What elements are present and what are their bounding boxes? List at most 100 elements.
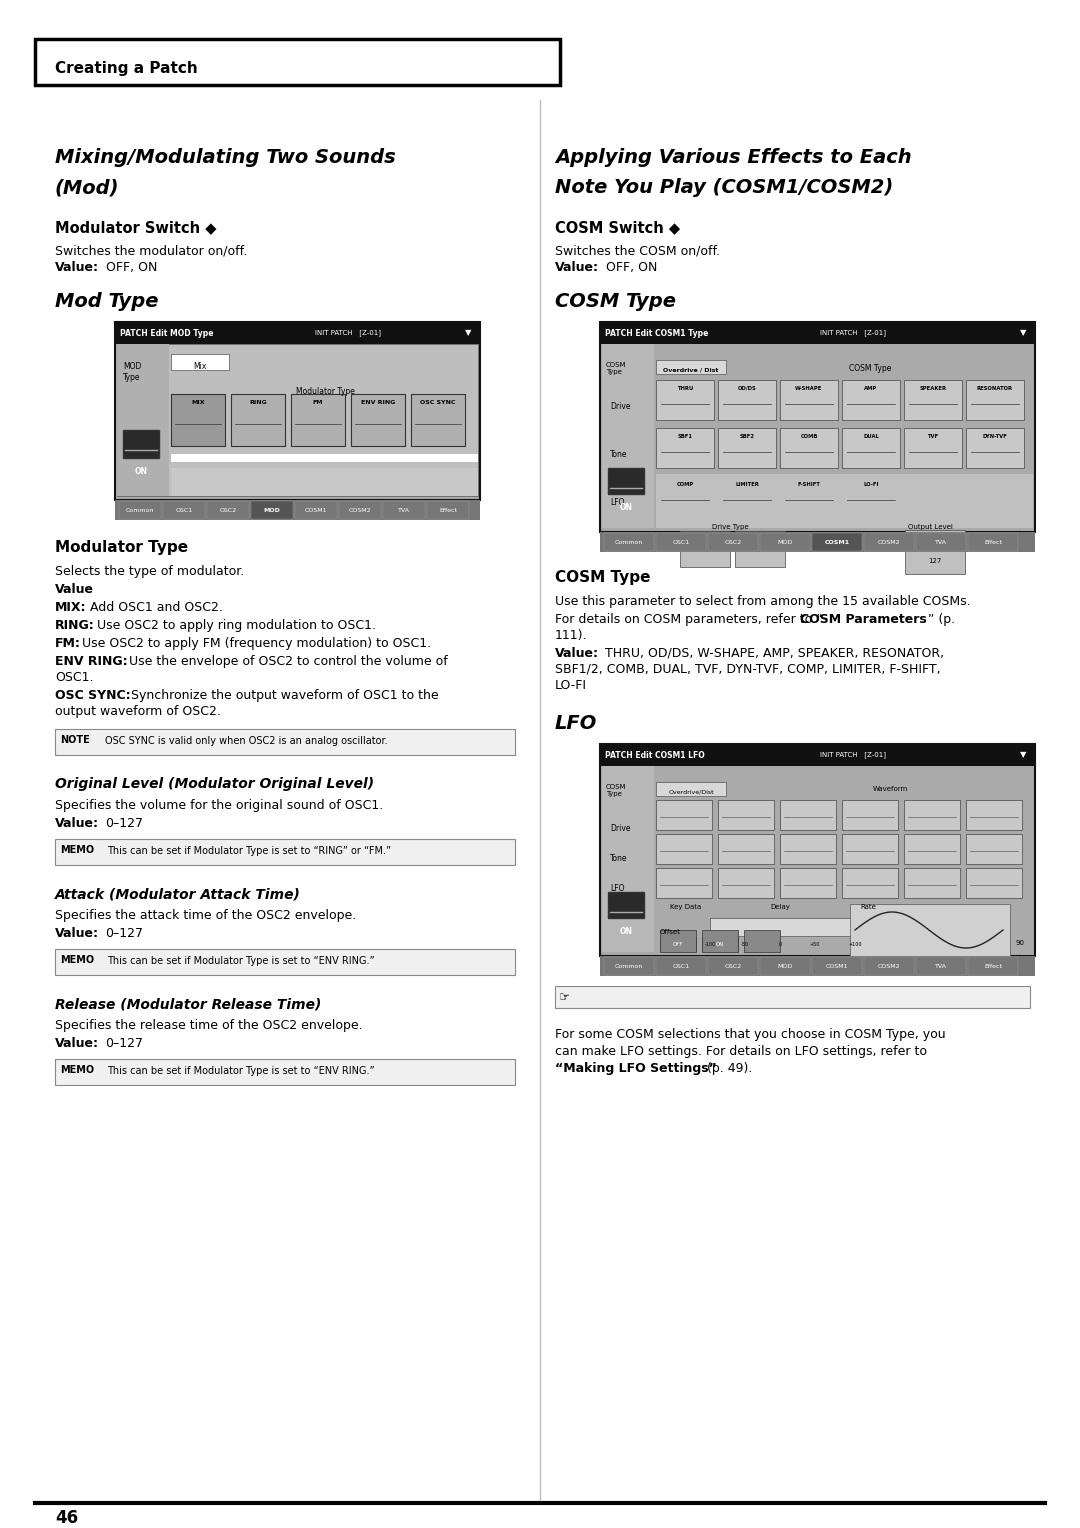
Text: OSC2: OSC2: [725, 964, 742, 969]
FancyBboxPatch shape: [966, 801, 1022, 830]
Text: Specifies the release time of the OSC2 envelope.: Specifies the release time of the OSC2 e…: [55, 1019, 363, 1031]
Text: Effect: Effect: [984, 964, 1002, 969]
Text: Drive Type: Drive Type: [712, 524, 748, 530]
FancyBboxPatch shape: [812, 533, 862, 552]
Text: OD/DS: OD/DS: [738, 387, 756, 391]
FancyBboxPatch shape: [780, 428, 838, 468]
Text: OSC2: OSC2: [219, 507, 237, 512]
FancyBboxPatch shape: [850, 905, 1010, 957]
Text: LFO: LFO: [610, 885, 624, 892]
Text: COMB: COMB: [800, 434, 818, 439]
FancyBboxPatch shape: [718, 428, 777, 468]
Text: DYN-TVF: DYN-TVF: [983, 434, 1008, 439]
Text: COSM1: COSM1: [826, 964, 848, 969]
Text: This can be set if Modulator Type is set to “RING” or “FM.”: This can be set if Modulator Type is set…: [107, 847, 391, 856]
FancyBboxPatch shape: [117, 344, 168, 497]
Text: -50: -50: [741, 941, 750, 947]
Text: THRU: THRU: [677, 387, 693, 391]
Text: MOD: MOD: [778, 539, 793, 544]
FancyBboxPatch shape: [117, 344, 478, 497]
FancyBboxPatch shape: [656, 782, 726, 796]
Text: THRU, OD/DS, W-SHAPE, AMP, SPEAKER, RESONATOR,: THRU, OD/DS, W-SHAPE, AMP, SPEAKER, RESO…: [605, 646, 944, 660]
Text: Common: Common: [615, 539, 644, 544]
Text: (Mod): (Mod): [55, 177, 120, 197]
FancyBboxPatch shape: [842, 477, 900, 516]
Text: COMP: COMP: [676, 481, 693, 487]
FancyBboxPatch shape: [780, 477, 838, 516]
FancyBboxPatch shape: [842, 380, 900, 420]
Text: F-SHIFT: F-SHIFT: [797, 481, 821, 487]
FancyBboxPatch shape: [123, 429, 159, 458]
Text: Key Data: Key Data: [670, 905, 701, 911]
FancyBboxPatch shape: [656, 380, 714, 420]
FancyBboxPatch shape: [55, 1059, 515, 1085]
Text: NOTE: NOTE: [60, 735, 90, 746]
FancyBboxPatch shape: [55, 839, 515, 865]
Text: COSM Type: COSM Type: [555, 292, 676, 312]
Text: RING:: RING:: [55, 619, 95, 633]
Text: OSC1: OSC1: [673, 964, 689, 969]
FancyBboxPatch shape: [555, 986, 1030, 1008]
Text: Specifies the volume for the original sound of OSC1.: Specifies the volume for the original so…: [55, 799, 383, 811]
FancyBboxPatch shape: [600, 744, 1035, 766]
Text: Tone: Tone: [610, 854, 627, 863]
FancyBboxPatch shape: [656, 834, 712, 863]
Text: Value: Value: [55, 584, 94, 596]
Text: Add OSC1 and OSC2.: Add OSC1 and OSC2.: [90, 601, 222, 614]
Text: SBF2: SBF2: [740, 434, 755, 439]
Text: OSC1: OSC1: [175, 507, 192, 512]
Text: Switches the COSM on/off.: Switches the COSM on/off.: [555, 244, 720, 257]
FancyBboxPatch shape: [604, 957, 654, 975]
Text: Common: Common: [125, 507, 154, 512]
FancyBboxPatch shape: [339, 501, 381, 520]
Text: COSM
Type: COSM Type: [606, 784, 626, 798]
Text: Creating a Patch: Creating a Patch: [55, 61, 198, 75]
FancyBboxPatch shape: [231, 394, 285, 446]
Text: INIT PATCH   [Z-01]: INIT PATCH [Z-01]: [315, 330, 381, 336]
FancyBboxPatch shape: [602, 766, 654, 952]
FancyBboxPatch shape: [114, 322, 480, 344]
Text: Effect: Effect: [984, 539, 1002, 544]
FancyBboxPatch shape: [968, 533, 1018, 552]
Text: Value:: Value:: [55, 927, 99, 940]
FancyBboxPatch shape: [864, 533, 914, 552]
FancyBboxPatch shape: [427, 501, 469, 520]
Text: OFF, ON: OFF, ON: [606, 261, 658, 274]
Text: output waveform of OSC2.: output waveform of OSC2.: [55, 704, 221, 718]
Text: Selects the type of modulator.: Selects the type of modulator.: [55, 565, 244, 578]
FancyBboxPatch shape: [904, 428, 962, 468]
FancyBboxPatch shape: [656, 361, 726, 374]
Text: PATCH Edit COSM1 Type: PATCH Edit COSM1 Type: [605, 329, 708, 338]
Text: LFO: LFO: [555, 714, 597, 733]
FancyBboxPatch shape: [842, 801, 897, 830]
Text: SPEAKER: SPEAKER: [919, 387, 946, 391]
FancyBboxPatch shape: [904, 834, 960, 863]
Text: Switches the modulator on/off.: Switches the modulator on/off.: [55, 244, 247, 257]
FancyBboxPatch shape: [680, 532, 730, 567]
Text: Value:: Value:: [55, 1038, 99, 1050]
FancyBboxPatch shape: [718, 834, 774, 863]
Text: PATCH Edit COSM1 LFO: PATCH Edit COSM1 LFO: [605, 750, 705, 759]
Text: Offset: Offset: [660, 929, 681, 935]
FancyBboxPatch shape: [656, 868, 712, 898]
FancyBboxPatch shape: [600, 322, 1035, 532]
Text: OSC SYNC is valid only when OSC2 is an analog oscillator.: OSC SYNC is valid only when OSC2 is an a…: [105, 736, 388, 746]
Text: Common: Common: [615, 964, 644, 969]
Text: Attack (Modulator Attack Time): Attack (Modulator Attack Time): [55, 886, 301, 902]
Text: COSM Switch ◆: COSM Switch ◆: [555, 220, 680, 235]
Text: 127: 127: [929, 558, 942, 564]
FancyBboxPatch shape: [780, 801, 836, 830]
FancyBboxPatch shape: [780, 868, 836, 898]
Text: INIT PATCH   [Z-01]: INIT PATCH [Z-01]: [820, 752, 886, 758]
Text: TVA: TVA: [399, 507, 410, 512]
FancyBboxPatch shape: [708, 533, 758, 552]
Text: Mixing/Modulating Two Sounds: Mixing/Modulating Two Sounds: [55, 148, 395, 167]
Text: -100: -100: [704, 941, 716, 947]
Text: MOD: MOD: [264, 507, 281, 512]
Text: COSM Parameters: COSM Parameters: [800, 613, 927, 626]
Text: MOD
Type: MOD Type: [123, 362, 141, 382]
FancyBboxPatch shape: [600, 744, 1035, 957]
Text: Value:: Value:: [555, 261, 599, 274]
Text: MEMO: MEMO: [60, 845, 94, 856]
Text: MEMO: MEMO: [60, 1065, 94, 1076]
